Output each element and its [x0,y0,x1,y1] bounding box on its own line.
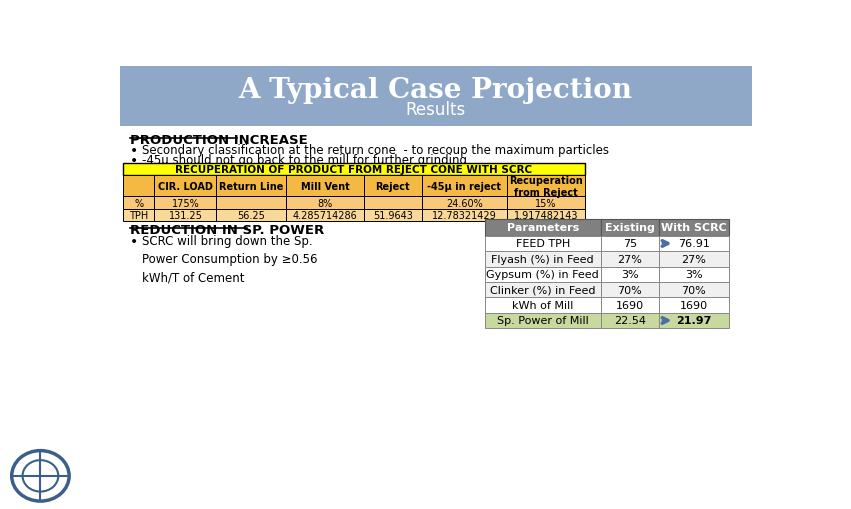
Bar [601,251,659,267]
Bar [422,176,507,197]
Bar [601,219,659,236]
Text: 76.91: 76.91 [678,239,710,249]
Bar [601,282,659,298]
Text: 12.78321429: 12.78321429 [432,211,497,220]
Bar [601,236,659,251]
Bar [286,209,363,222]
Bar [484,267,601,282]
Bar [659,219,728,236]
Text: 4.285714286: 4.285714286 [293,211,357,220]
Bar [484,236,601,251]
Text: 27%: 27% [618,254,643,264]
Text: Results: Results [406,100,465,119]
Text: •: • [129,144,138,158]
Bar [484,298,601,313]
Bar [216,176,286,197]
Text: Gypsum (%) in Feed: Gypsum (%) in Feed [486,270,599,280]
Text: -45μ in reject: -45μ in reject [427,181,501,191]
Text: 21.97: 21.97 [677,316,711,326]
Text: •: • [129,235,138,249]
Text: 8%: 8% [317,199,333,208]
Text: 131.25: 131.25 [168,211,203,220]
Text: 70%: 70% [682,285,706,295]
Bar [507,176,585,197]
Text: 27%: 27% [682,254,706,264]
Text: Existing: Existing [605,223,654,233]
Bar [659,298,728,313]
Bar [286,197,363,209]
Text: FEED TPH: FEED TPH [516,239,570,249]
Text: With SCRC: With SCRC [661,223,727,233]
Text: 22.54: 22.54 [614,316,646,326]
Bar [286,176,363,197]
Text: Secondary classification at the return cone  - to recoup the maximum particles: Secondary classification at the return c… [142,144,609,157]
Bar [484,219,601,236]
Bar [154,209,216,222]
Text: PRODUCTION INCREASE: PRODUCTION INCREASE [129,134,307,147]
Text: Clinker (%) in Feed: Clinker (%) in Feed [490,285,596,295]
Bar [123,176,154,197]
Text: 1690: 1690 [616,300,644,310]
Text: 1690: 1690 [680,300,708,310]
Text: 3%: 3% [685,270,703,280]
Bar [659,251,728,267]
Text: Recuperation
from Reject: Recuperation from Reject [509,176,583,197]
Text: RECUPERATION OF PRODUCT FROM REJECT CONE WITH SCRC: RECUPERATION OF PRODUCT FROM REJECT CONE… [175,164,533,175]
Text: •: • [129,154,138,168]
Text: 51.9643: 51.9643 [373,211,413,220]
Bar [363,209,422,222]
Text: A Typical Case Projection: A Typical Case Projection [239,77,633,104]
Bar [216,197,286,209]
Text: Parameters: Parameters [506,223,579,233]
Text: 15%: 15% [535,199,557,208]
Text: 3%: 3% [621,270,639,280]
Bar [659,236,728,251]
Bar [422,209,507,222]
Bar [484,313,601,328]
Bar [154,176,216,197]
Bar [507,197,585,209]
Text: 175%: 175% [172,199,199,208]
Bar [601,298,659,313]
Bar [659,313,728,328]
Text: SCRC will bring down the Sp.
Power Consumption by ≥0.56
kWh/T of Cement: SCRC will bring down the Sp. Power Consu… [142,235,317,284]
Text: 70%: 70% [618,285,643,295]
Text: Sp. Power of Mill: Sp. Power of Mill [497,316,589,326]
Bar [601,267,659,282]
Bar [659,282,728,298]
Text: Return Line: Return Line [219,181,283,191]
Bar [484,251,601,267]
Text: -45μ should not go back to the mill for further grinding: -45μ should not go back to the mill for … [142,154,467,167]
Text: CIR. LOAD: CIR. LOAD [158,181,213,191]
Text: 1.917482143: 1.917482143 [513,211,578,220]
Text: %: % [134,199,144,208]
Bar [484,282,601,298]
Bar [123,163,585,176]
Bar [123,197,154,209]
Text: REDUCTION IN SP. POWER: REDUCTION IN SP. POWER [129,224,324,237]
Bar [507,209,585,222]
Text: Mill Vent: Mill Vent [300,181,349,191]
Text: kWh of Mill: kWh of Mill [512,300,574,310]
Text: 56.25: 56.25 [237,211,266,220]
Bar [123,209,154,222]
Bar [363,176,422,197]
Bar [154,197,216,209]
Bar [363,197,422,209]
Bar [422,197,507,209]
Text: 24.60%: 24.60% [446,199,483,208]
Bar [216,209,286,222]
Text: Reject: Reject [375,181,410,191]
Bar [659,267,728,282]
Text: Flyash (%) in Feed: Flyash (%) in Feed [491,254,594,264]
Text: 75: 75 [623,239,637,249]
Text: TPH: TPH [129,211,149,220]
Bar [120,67,752,126]
Bar [601,313,659,328]
